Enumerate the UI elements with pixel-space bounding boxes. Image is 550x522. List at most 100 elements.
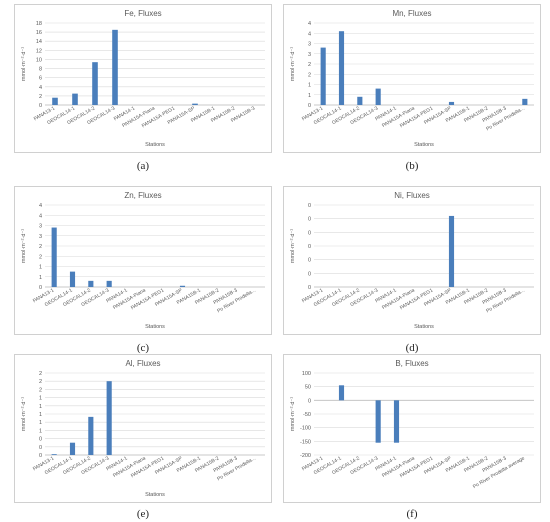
y-tick-label: 0 — [39, 453, 42, 459]
chart-title: Al, Fluxes — [125, 359, 160, 368]
bar — [357, 96, 363, 105]
chart-panel-fe: Fe, Fluxes 0 2 4 6 8 10 12 14 16 18 mmol·m⁻²·d⁻¹ PAN… — [14, 4, 272, 153]
y-tick-label: 3 — [39, 234, 42, 240]
y-tick-label: 1 — [39, 412, 42, 418]
bar — [88, 416, 94, 455]
y-tick-label: 3 — [39, 224, 42, 230]
bar — [72, 93, 78, 105]
bar — [338, 385, 345, 401]
y-tick-label: 16 — [36, 30, 42, 36]
y-tick-label: 1 — [39, 396, 42, 402]
bar — [69, 271, 76, 287]
y-tick-label: 4 — [39, 203, 42, 209]
chart-svg: Ni, Fluxes0000000mmol·m⁻²·d⁻¹PANA13-1GEO… — [290, 191, 534, 330]
y-tick-label: 12 — [36, 48, 42, 54]
bar — [69, 442, 76, 455]
y-tick-label: 3 — [308, 52, 311, 58]
y-tick-label: 6 — [39, 76, 42, 82]
bar — [338, 31, 345, 106]
y-tick-label: -200 — [300, 453, 311, 459]
chart-svg: Al, Fluxes00011111222mmol·m⁻²·d⁻¹PANA13-… — [21, 359, 265, 498]
bar — [112, 29, 118, 105]
y-tick-label: -150 — [300, 439, 311, 445]
chart-svg: Mn, Fluxes011223344mmol·m⁻²·d⁻¹PANA13-1G… — [290, 9, 534, 148]
chart-title: Zn, Fluxes — [124, 191, 161, 200]
y-axis-label: mmol·m⁻²·d⁻¹ — [21, 229, 27, 263]
x-axis-label: Stations — [145, 142, 165, 148]
caption-c: (c) — [136, 342, 150, 354]
y-tick-label: 2 — [39, 371, 42, 377]
y-tick-label: 0 — [39, 103, 42, 109]
y-tick-label: 50 — [305, 385, 311, 391]
y-tick-label: 4 — [39, 85, 42, 91]
y-tick-label: 2 — [308, 62, 311, 68]
y-tick-label: 0 — [308, 285, 311, 291]
y-tick-label: 14 — [36, 39, 42, 45]
y-axis-label: mmol·m⁻²·d⁻¹ — [290, 229, 296, 263]
bar — [375, 88, 381, 105]
y-tick-label: 8 — [39, 67, 42, 73]
chart-title: Mn, Fluxes — [392, 9, 431, 18]
y-tick-label: 1 — [39, 275, 42, 281]
chart-panel-b: B, Fluxes -200 -150 -100 -50 0 50 100 mmol·m⁻²·d… — [283, 354, 541, 503]
bar — [106, 381, 112, 455]
y-tick-label: 0 — [308, 103, 311, 109]
bar — [106, 280, 112, 287]
chart-panel-mn: Mn, Fluxes 0 1 1 2 2 3 3 4 4 mmol·m⁻²·d⁻¹ PANA13-1 G… — [283, 4, 541, 153]
y-axis-label: mmol·m⁻²·d⁻¹ — [21, 47, 27, 81]
bar — [320, 47, 326, 105]
bar — [88, 280, 94, 287]
y-tick-label: 0 — [39, 445, 42, 451]
bar — [448, 101, 455, 105]
chart-svg: Fe, Fluxes024681012141618mmol·m⁻²·d⁻¹PAN… — [21, 9, 265, 148]
bar — [522, 98, 528, 105]
y-tick-label: 0 — [308, 271, 311, 277]
y-tick-label: 0 — [308, 258, 311, 264]
y-tick-label: 10 — [36, 57, 42, 63]
y-tick-label: 1 — [308, 83, 311, 89]
chart-panel-zn: Zn, Fluxes 0 1 1 2 2 3 3 4 4 mmol·m⁻²·d⁻¹ PANA13-1 G… — [14, 186, 272, 335]
y-tick-label: 18 — [36, 21, 42, 27]
bar — [192, 103, 198, 105]
bar — [51, 454, 57, 455]
y-tick-label: 1 — [39, 265, 42, 271]
y-tick-label: 4 — [308, 21, 311, 27]
chart-title: Fe, Fluxes — [124, 9, 161, 18]
y-tick-label: 3 — [308, 42, 311, 48]
bar — [52, 97, 58, 105]
y-tick-label: 0 — [39, 285, 42, 291]
chart-panel-ni: Ni, Fluxes 0 0 0 0 0 0 0 mmol·m⁻²·d⁻¹ PANA13-1 GEO… — [283, 186, 541, 335]
chart-title: Ni, Fluxes — [394, 191, 430, 200]
chart-svg: Zn, Fluxes011223344mmol·m⁻²·d⁻¹PANA13-1G… — [21, 191, 265, 330]
y-tick-label: 2 — [308, 72, 311, 78]
y-tick-label: 4 — [39, 213, 42, 219]
bar — [51, 227, 57, 287]
x-axis-label: Stations — [414, 142, 434, 148]
y-tick-label: 0 — [39, 437, 42, 443]
y-axis-label: mmol·m⁻²·d⁻¹ — [290, 47, 296, 81]
y-tick-label: 0 — [308, 244, 311, 250]
y-tick-label: 4 — [308, 31, 311, 37]
y-axis-label: mmol·m⁻²·d⁻¹ — [290, 397, 296, 431]
bar — [179, 285, 186, 287]
y-tick-label: 0 — [308, 217, 311, 223]
bar — [375, 400, 381, 443]
chart-panel-al: Al, Fluxes 0 0 0 1 1 1 1 1 2 2 2 mmol·m⁻²·d⁻¹ PANA13-… — [14, 354, 272, 503]
y-tick-label: 100 — [302, 371, 311, 377]
y-tick-label: 1 — [39, 428, 42, 434]
y-tick-label: 0 — [308, 398, 311, 404]
y-tick-label: 2 — [39, 379, 42, 385]
caption-e: (e) — [136, 508, 150, 520]
y-tick-label: -100 — [300, 426, 311, 432]
bar — [393, 400, 400, 443]
y-tick-label: 2 — [39, 94, 42, 100]
chart-svg: B, Fluxes -200 -150 -100 -50 0 50 100 mmol·m⁻²·d… — [290, 359, 534, 490]
y-tick-label: 1 — [39, 404, 42, 410]
y-tick-label: 0 — [308, 203, 311, 209]
y-tick-label: 2 — [39, 254, 42, 260]
y-tick-label: -50 — [303, 412, 311, 418]
y-tick-label: 2 — [39, 387, 42, 393]
chart-title: B, Fluxes — [395, 359, 428, 368]
y-tick-label: 0 — [308, 230, 311, 236]
caption-f: (f) — [406, 508, 418, 520]
